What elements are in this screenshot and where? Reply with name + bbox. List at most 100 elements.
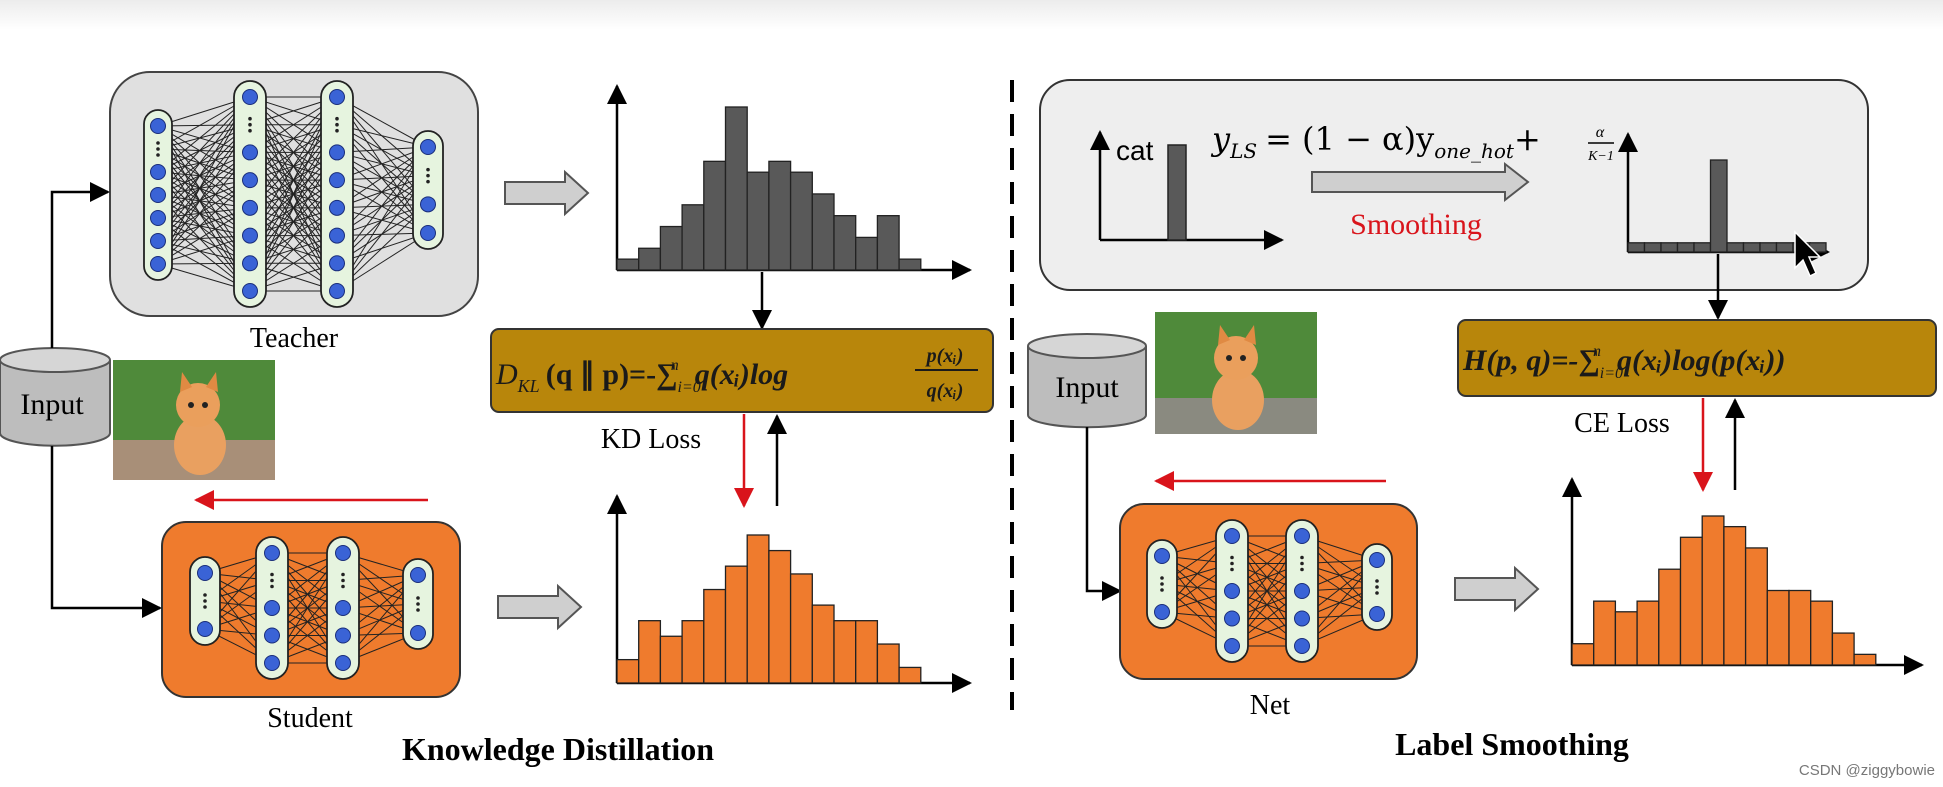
ls-frac-denominator: K−1 <box>1587 149 1614 164</box>
input-database-left <box>0 347 111 447</box>
histogram-bar <box>703 160 727 271</box>
nn-layer <box>320 80 354 308</box>
histogram-bar <box>768 160 792 271</box>
student-network <box>189 536 434 680</box>
net-distribution-histogram <box>1562 477 1924 675</box>
smoothing-block-arrow <box>1311 161 1530 203</box>
nn-ellipsis-dot <box>426 167 430 172</box>
kd-formula: DKL (q ∥ p)=-∑i=0n q(xᵢ)log <box>495 357 788 396</box>
nn-node <box>329 283 345 299</box>
nn-node <box>329 144 345 161</box>
one-hot-plot <box>1090 130 1284 250</box>
nn-ellipsis-dot <box>416 608 420 612</box>
cat-image-left <box>113 360 275 480</box>
histogram-bar <box>681 620 705 684</box>
net-network <box>1146 519 1393 663</box>
nn-node <box>335 627 351 644</box>
histogram-bar <box>724 565 748 684</box>
nn-node <box>150 187 166 203</box>
histogram-bar <box>1744 547 1768 666</box>
nn-node <box>150 210 166 226</box>
nn-node <box>329 199 345 216</box>
nn-node <box>242 144 258 161</box>
nn-ellipsis-dot <box>248 122 252 127</box>
kd-loss-label: KD Loss <box>601 424 701 455</box>
histogram-bar <box>746 534 770 684</box>
histogram-bar <box>789 171 813 271</box>
student-label: Student <box>267 703 353 734</box>
nn-node <box>335 600 351 616</box>
nn-node <box>150 164 166 180</box>
input-database-right <box>1027 333 1147 429</box>
nn-ellipsis-dot <box>335 122 339 127</box>
histogram-bar <box>1627 242 1646 253</box>
cat-label: cat <box>1116 135 1154 166</box>
nn-node <box>1224 583 1240 599</box>
nn-ellipsis-dot <box>416 596 420 600</box>
nn-node <box>1294 583 1310 599</box>
nn-ellipsis-dot <box>1300 555 1304 560</box>
cat-image-right <box>1155 312 1317 434</box>
nn-node <box>197 565 213 581</box>
histogram-bar <box>659 225 683 271</box>
nn-ellipsis-dot <box>156 153 160 157</box>
nn-node <box>335 655 351 671</box>
nn-ellipsis-dot <box>248 128 252 133</box>
nn-node <box>242 283 258 299</box>
histogram-bar <box>1636 600 1660 666</box>
student-distribution-histogram <box>607 494 972 693</box>
nn-node <box>1294 528 1310 544</box>
histogram-bar <box>855 236 879 271</box>
nn-layer <box>412 130 444 250</box>
nn-ellipsis-dot <box>1375 579 1379 583</box>
nn-ellipsis-dot <box>335 128 339 133</box>
histogram-bar <box>1614 611 1638 666</box>
nn-ellipsis-dot <box>1160 582 1164 586</box>
histogram-bar <box>638 620 662 684</box>
nn-node <box>1224 610 1240 627</box>
top-band <box>0 0 1943 30</box>
histogram-bar <box>724 106 748 271</box>
nn-ellipsis-dot <box>270 572 274 577</box>
nn-node <box>1224 638 1240 654</box>
ce-loss-label: CE Loss <box>1574 408 1670 439</box>
histogram-bar <box>876 643 900 684</box>
histogram-bar <box>898 258 922 271</box>
histogram-bar <box>1742 242 1761 253</box>
nn-ellipsis-dot <box>203 599 207 603</box>
histogram-bar <box>1723 525 1747 666</box>
nn-node <box>150 256 166 272</box>
histogram-bar <box>746 171 770 271</box>
histogram-bar <box>1831 632 1855 666</box>
nn-node <box>329 172 345 189</box>
histogram-bar <box>898 666 922 684</box>
histogram-bar <box>876 215 900 271</box>
histogram-bar <box>789 573 813 684</box>
histogram-bar <box>703 588 727 684</box>
histogram-bar <box>768 549 792 684</box>
histogram-bar <box>616 658 640 684</box>
watermark: CSDN @ziggybowie <box>1799 762 1935 779</box>
nn-node <box>197 621 213 637</box>
student-output-block-arrow <box>497 583 583 631</box>
nn-node <box>420 196 436 213</box>
histogram-bar <box>1788 589 1812 666</box>
nn-node <box>242 255 258 272</box>
histogram-bar <box>1810 600 1834 666</box>
histogram-bar <box>616 258 640 271</box>
nn-ellipsis-dot <box>1375 591 1379 595</box>
nn-node <box>150 233 166 249</box>
histogram-bar <box>1676 242 1695 253</box>
histogram-bar <box>833 215 857 271</box>
nn-node <box>242 89 258 105</box>
nn-ellipsis-dot <box>248 116 252 121</box>
nn-node <box>420 139 436 155</box>
teacher-distribution-histogram <box>607 84 972 280</box>
input-label-left: Input <box>20 388 84 421</box>
nn-ellipsis-dot <box>270 584 274 589</box>
input-label-right: Input <box>1055 371 1119 404</box>
histogram-bar <box>811 193 835 271</box>
nn-node <box>1154 604 1170 620</box>
